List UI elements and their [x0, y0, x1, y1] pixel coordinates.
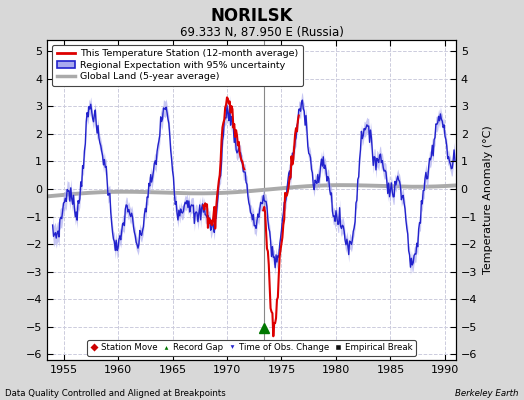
Legend: Station Move, Record Gap, Time of Obs. Change, Empirical Break: Station Move, Record Gap, Time of Obs. C…: [88, 340, 416, 356]
Title: NORILSK: NORILSK: [210, 6, 293, 24]
Text: Data Quality Controlled and Aligned at Breakpoints: Data Quality Controlled and Aligned at B…: [5, 389, 226, 398]
Text: 69.333 N, 87.950 E (Russia): 69.333 N, 87.950 E (Russia): [180, 26, 344, 39]
Text: Berkeley Earth: Berkeley Earth: [455, 389, 519, 398]
Y-axis label: Temperature Anomaly (°C): Temperature Anomaly (°C): [483, 126, 493, 274]
